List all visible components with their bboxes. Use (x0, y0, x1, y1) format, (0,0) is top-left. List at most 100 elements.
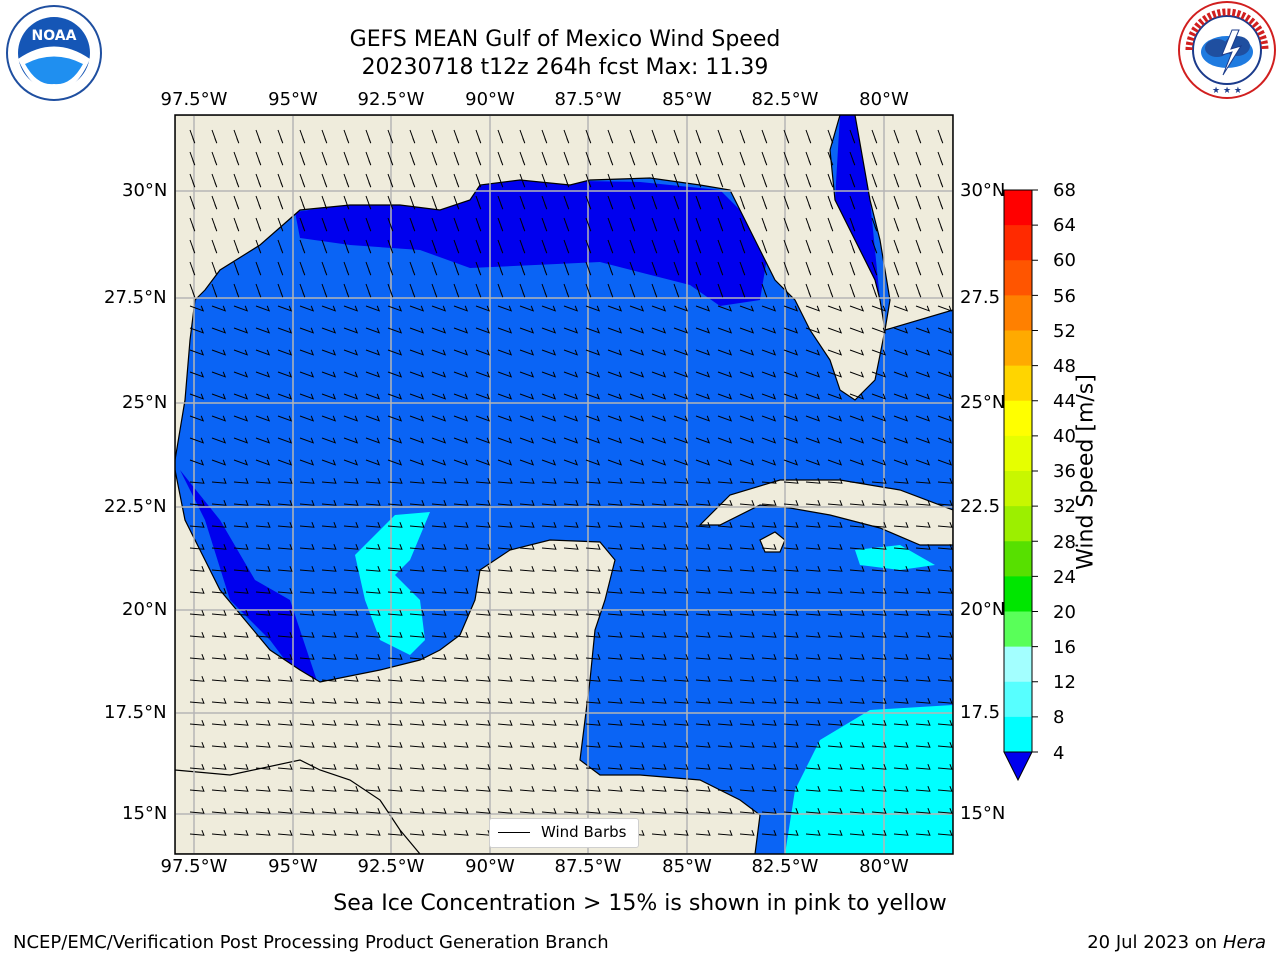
wind-barb (695, 566, 711, 572)
wind-barb (761, 371, 777, 378)
wind-barb (739, 654, 755, 660)
wind-barb (541, 698, 557, 704)
wind-barb (893, 830, 909, 836)
wind-barb (365, 129, 372, 144)
colorbar-label: Wind Speed [m/s] (1073, 374, 1099, 570)
wind-barb (761, 151, 768, 166)
wind-barb (519, 217, 526, 232)
wind-barb (849, 830, 865, 836)
wind-barb (387, 459, 403, 466)
wind-barb (519, 173, 526, 188)
wind-barb (277, 283, 284, 298)
wind-barb (563, 459, 579, 466)
lat-label-left: 15°N (122, 803, 168, 824)
wind-barb (585, 478, 601, 484)
wind-barb (651, 305, 667, 312)
wind-barb (849, 544, 865, 550)
wind-barb (519, 478, 535, 484)
wind-barb (629, 720, 645, 726)
wind-barb (211, 720, 227, 726)
wind-barb (761, 239, 768, 254)
wind-barb (255, 217, 262, 232)
wind-barb (673, 698, 689, 704)
wind-barb (915, 415, 931, 422)
wind-barb (299, 415, 315, 422)
wind-barb (673, 544, 689, 550)
wind-barb (849, 239, 856, 254)
wind-barb (497, 151, 504, 166)
wind-barb (937, 698, 953, 704)
wind-barb (761, 305, 777, 312)
wind-barb (453, 129, 460, 144)
wind-barb (739, 676, 755, 682)
wind-barb (607, 654, 623, 660)
wind-barb (783, 327, 799, 334)
wind-barb (893, 654, 909, 660)
wind-barb (629, 195, 636, 210)
wind-barb (453, 283, 460, 298)
wind-barb (277, 371, 293, 378)
wind-barb (849, 459, 865, 466)
wind-barb (343, 305, 359, 312)
wind-barb (695, 327, 711, 334)
wind-barb (365, 261, 372, 276)
wind-barb (915, 261, 922, 276)
wind-barb (651, 129, 658, 144)
wind-barb (739, 500, 755, 506)
wind-barb (827, 742, 843, 748)
wind-barb (299, 349, 315, 356)
wind-barb (453, 742, 469, 748)
wind-barb (453, 698, 469, 704)
wind-barb (695, 437, 711, 444)
wind-barb (387, 415, 403, 422)
wind-barb (607, 522, 623, 528)
wind-barb (255, 500, 271, 506)
wind-barb (695, 720, 711, 726)
wind-barb (739, 544, 755, 550)
wind-barb (365, 522, 381, 528)
wind-barb (497, 327, 513, 334)
wind-barb (805, 764, 821, 770)
wind-barb (827, 500, 843, 506)
wind-barb (541, 654, 557, 660)
wind-barb (299, 742, 315, 748)
wind-barb (629, 632, 645, 638)
wind-barb (255, 830, 271, 836)
wind-barb (475, 283, 482, 298)
wind-barb (739, 437, 755, 444)
wind-barb (211, 522, 227, 528)
wind-barb (585, 371, 601, 378)
lon-label-bottom: 85°W (662, 856, 712, 877)
wind-barb (717, 349, 733, 356)
wind-barb (651, 261, 658, 276)
wind-barb (739, 415, 755, 422)
wind-barb (431, 261, 438, 276)
wind-barb (607, 173, 614, 188)
wind-barb (739, 371, 755, 378)
wind-barb (717, 283, 724, 298)
wind-barb (871, 173, 878, 188)
wind-barb (585, 393, 601, 400)
wind-barb (233, 393, 249, 400)
wind-barb (915, 720, 931, 726)
wind-barb (871, 371, 887, 378)
wind-barb (937, 305, 953, 312)
wind-barb (871, 522, 887, 528)
wind-barb (717, 588, 733, 594)
colorbar-tick: 28 (1053, 532, 1076, 553)
wind-barb (233, 173, 240, 188)
wind-barb (365, 544, 381, 550)
wind-barb (761, 654, 777, 660)
wind-barb (761, 720, 777, 726)
wind-barb (387, 676, 403, 682)
wind-barb (717, 151, 724, 166)
wind-barb (783, 217, 790, 232)
wind-barb (849, 808, 865, 814)
wind-barb (783, 173, 790, 188)
colorbar-band (1004, 471, 1032, 507)
wind-barb (387, 478, 403, 484)
wind-barb (673, 720, 689, 726)
wind-barb (827, 764, 843, 770)
wind-barb (277, 327, 293, 334)
wind-barb (585, 654, 601, 660)
